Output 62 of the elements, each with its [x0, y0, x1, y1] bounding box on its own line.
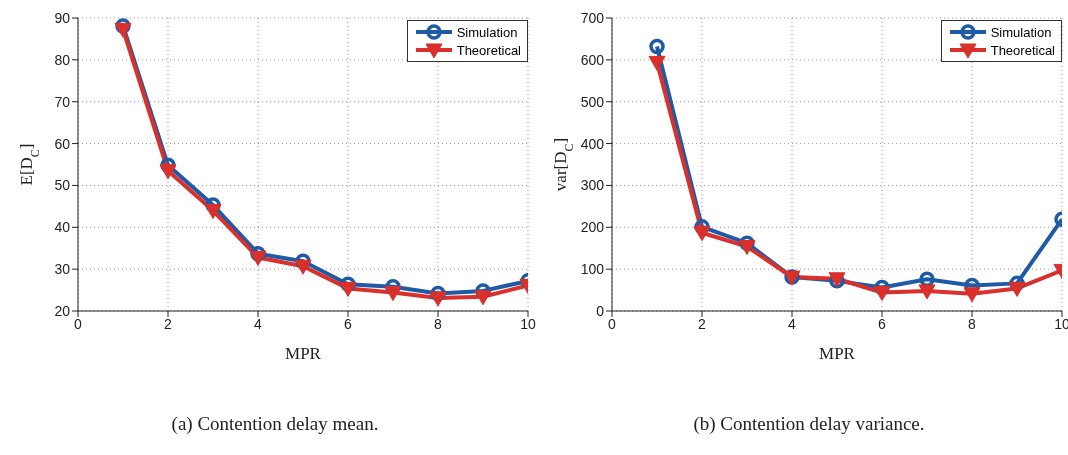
x-tick-label: 2	[164, 315, 173, 332]
x-tick-label: 0	[74, 315, 83, 332]
point	[384, 286, 402, 302]
point	[1008, 281, 1026, 297]
y-tick-label: 50	[54, 177, 71, 194]
point	[963, 287, 981, 303]
legend-label: Theoretical	[990, 42, 1055, 58]
y-tick-label: 40	[54, 219, 71, 236]
point	[1009, 275, 1025, 292]
y-tick-label: 400	[580, 135, 605, 152]
y-tick-label: 0	[596, 302, 605, 319]
point	[159, 164, 177, 180]
x-tick-label: 4	[254, 315, 263, 332]
point	[648, 55, 666, 71]
point	[204, 204, 222, 220]
point	[474, 290, 492, 306]
legend-label: Theoretical	[456, 42, 521, 58]
x-axis-title: MPR	[285, 344, 322, 363]
point	[649, 38, 665, 55]
x-tick-label: 8	[434, 315, 443, 332]
y-tick-label: 200	[580, 219, 605, 236]
text: (a) Contention delay mean.	[170, 413, 380, 435]
x-tick-label: 10	[520, 315, 536, 332]
point	[874, 279, 890, 296]
point	[918, 284, 936, 300]
y-tick-label: 30	[54, 261, 71, 278]
legend-label: Simulation	[456, 24, 518, 40]
text: (b) Contention delay variance.	[692, 413, 926, 435]
x-tick-label: 8	[968, 315, 977, 332]
y-tick-label: 500	[580, 93, 605, 110]
x-tick-label: 2	[698, 315, 707, 332]
point	[249, 250, 267, 266]
y-tick-label: 80	[54, 51, 71, 68]
y-tick-label: 20	[54, 302, 71, 319]
point	[339, 281, 357, 297]
point	[250, 245, 266, 262]
y-tick-label: 300	[580, 177, 605, 194]
x-tick-label: 6	[344, 315, 353, 332]
point	[115, 18, 131, 34]
point	[294, 259, 312, 275]
x-tick-label: 4	[788, 315, 797, 332]
legend-label: Simulation	[990, 24, 1052, 40]
y-tick-label: 70	[54, 93, 71, 110]
point	[919, 271, 935, 287]
y-tick-label: 600	[580, 51, 605, 68]
x-tick-label: 6	[878, 315, 887, 332]
y-tick-label: 100	[580, 261, 605, 278]
point	[430, 285, 446, 302]
point	[739, 235, 755, 251]
x-axis-title: MPR	[819, 344, 856, 363]
y-tick-label: 60	[54, 135, 71, 152]
point	[340, 276, 356, 292]
point	[693, 226, 711, 242]
point	[738, 240, 756, 256]
point	[873, 286, 891, 302]
y-tick-label: 90	[54, 9, 71, 26]
point	[429, 291, 447, 307]
y-tick-label: 700	[580, 9, 605, 26]
point	[295, 253, 311, 269]
point	[114, 22, 132, 38]
point	[160, 157, 176, 174]
x-tick-label: 0	[608, 315, 617, 332]
